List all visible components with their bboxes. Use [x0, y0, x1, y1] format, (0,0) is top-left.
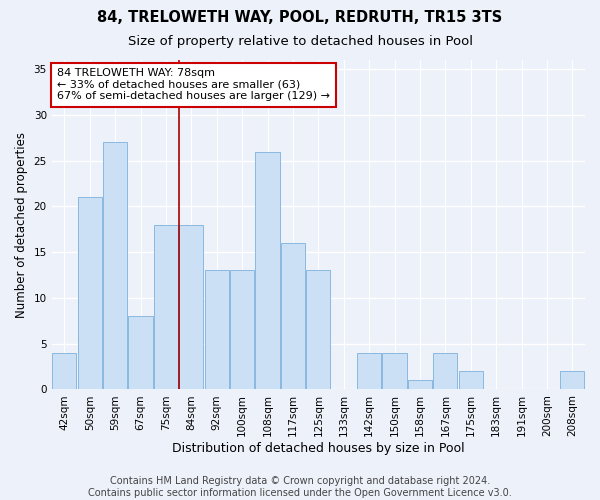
Bar [52, 353, 76, 390]
Text: 84, TRELOWETH WAY, POOL, REDRUTH, TR15 3TS: 84, TRELOWETH WAY, POOL, REDRUTH, TR15 3… [97, 10, 503, 25]
Bar [433, 353, 457, 390]
Bar [281, 243, 305, 390]
Bar [77, 198, 102, 390]
X-axis label: Distribution of detached houses by size in Pool: Distribution of detached houses by size … [172, 442, 464, 455]
Bar [357, 353, 381, 390]
Bar [306, 270, 331, 390]
Bar [408, 380, 432, 390]
Bar [128, 316, 152, 390]
Bar [205, 270, 229, 390]
Bar [256, 152, 280, 390]
Y-axis label: Number of detached properties: Number of detached properties [15, 132, 28, 318]
Bar [560, 371, 584, 390]
Bar [179, 224, 203, 390]
Text: 84 TRELOWETH WAY: 78sqm
← 33% of detached houses are smaller (63)
67% of semi-de: 84 TRELOWETH WAY: 78sqm ← 33% of detache… [57, 68, 330, 102]
Text: Size of property relative to detached houses in Pool: Size of property relative to detached ho… [128, 35, 473, 48]
Bar [154, 224, 178, 390]
Bar [382, 353, 407, 390]
Bar [230, 270, 254, 390]
Bar [458, 371, 483, 390]
Bar [103, 142, 127, 390]
Text: Contains HM Land Registry data © Crown copyright and database right 2024.
Contai: Contains HM Land Registry data © Crown c… [88, 476, 512, 498]
